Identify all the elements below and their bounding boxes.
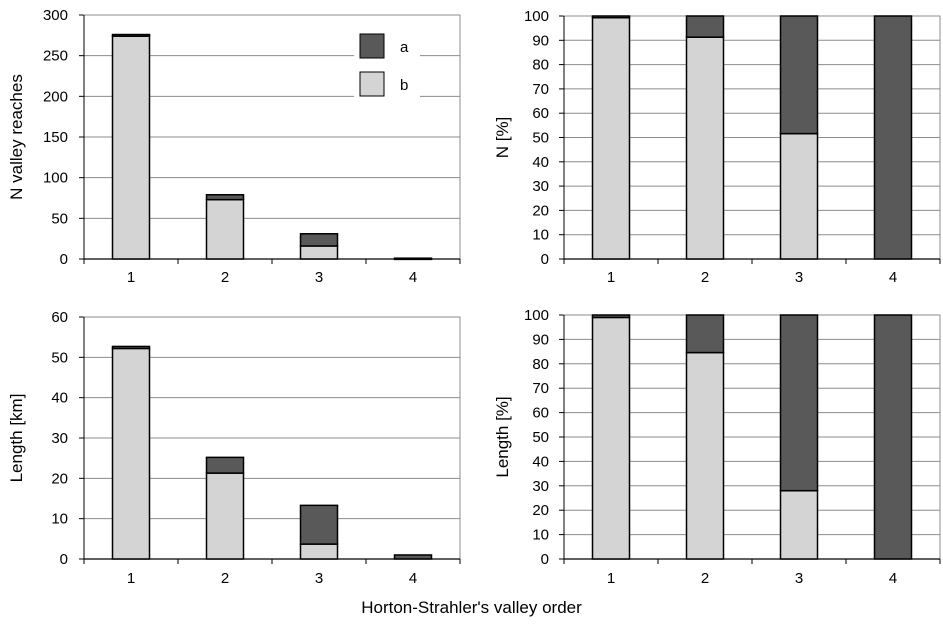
length-km-bar-a-cat1 (111, 345, 151, 350)
n-percent-ytick-label: 30 (532, 178, 549, 195)
n-percent-bar-a-cat1 (591, 15, 631, 19)
n-count-xtick-label: 3 (315, 269, 323, 286)
n-percent-bar-b-cat3 (779, 132, 819, 260)
n-count-ytick-label: 50 (51, 210, 68, 227)
length-km-ytick-label: 60 (51, 309, 68, 326)
length-percent-xtick-label: 2 (701, 570, 709, 587)
n-count-bar-a-cat2 (205, 193, 245, 201)
length-percent-ytick-label: 80 (532, 356, 549, 373)
n-percent-ytick-label: 0 (541, 251, 549, 268)
n-percent-xtick-label: 3 (795, 269, 803, 286)
n-count-ytick-label: 250 (43, 48, 68, 65)
length-percent-ytick-label: 100 (524, 307, 549, 324)
n-count-xtick-label: 2 (221, 269, 229, 286)
length-km-bar-b-cat3 (299, 543, 339, 560)
shared-x-axis-title: Horton-Strahler's valley order (361, 598, 582, 617)
n-percent-bar-a-cat2 (685, 15, 725, 38)
length-percent-bar-a-cat2 (685, 314, 725, 354)
length-percent-bar-b-cat1 (591, 316, 631, 560)
length-percent-ytick-label: 0 (541, 551, 549, 568)
n-percent-ytick-label: 10 (532, 227, 549, 244)
length-km-ytick-label: 40 (51, 390, 68, 407)
length-km-xtick-label: 2 (221, 570, 229, 587)
n-count-ytick-label: 0 (60, 251, 68, 268)
n-count-bar-b-cat1 (111, 35, 151, 260)
length-km-bar-a-cat4 (393, 554, 433, 560)
length-percent-bar-b-cat2 (685, 351, 725, 560)
n-count-bar-b-cat2 (205, 198, 245, 260)
n-percent-y-axis-title: N [%] (493, 117, 512, 159)
length-km-xtick-label: 3 (315, 570, 323, 587)
n-percent-ytick-label: 20 (532, 202, 549, 219)
length-percent-ytick-label: 30 (532, 478, 549, 495)
length-km-ytick-label: 20 (51, 470, 68, 487)
legend-label-b: b (400, 77, 408, 94)
length-percent-bar-a-cat1 (591, 314, 631, 319)
n-percent-ytick-label: 100 (524, 8, 549, 25)
n-percent-bar-b-cat2 (685, 36, 725, 260)
legend-label-a: a (400, 39, 409, 56)
length-percent-ytick-label: 40 (532, 453, 549, 470)
n-percent-xtick-label: 4 (889, 269, 897, 286)
n-count-bar-a-cat1 (111, 33, 151, 37)
length-percent-y-axis-title: Length [%] (493, 396, 512, 477)
n-count-xtick-label: 1 (127, 269, 135, 286)
length-km-ytick-label: 10 (51, 511, 68, 528)
length-km-ytick-label: 30 (51, 430, 68, 447)
length-percent-xtick-label: 1 (607, 570, 615, 587)
legend-swatch-b (359, 71, 385, 97)
legend-swatch-a (359, 33, 385, 59)
n-count-y-axis-title: N valley reaches (7, 74, 26, 200)
n-percent-bar-a-cat4 (873, 15, 913, 260)
length-km-bar-a-cat2 (205, 456, 245, 474)
length-km-xtick-label: 1 (127, 570, 135, 587)
length-percent-bar-b-cat3 (779, 489, 819, 560)
length-km-ytick-label: 50 (51, 349, 68, 366)
n-percent-ytick-label: 80 (532, 57, 549, 74)
length-percent-ytick-label: 20 (532, 502, 549, 519)
n-count-bar-a-cat3 (299, 233, 339, 247)
n-percent-ytick-label: 60 (532, 105, 549, 122)
length-percent-ytick-label: 10 (532, 527, 549, 544)
n-count-bar-b-cat3 (299, 245, 339, 260)
length-percent-ytick-label: 90 (532, 331, 549, 348)
n-count-ytick-label: 100 (43, 170, 68, 187)
n-count-bar-a-cat4 (393, 257, 433, 261)
length-percent-ytick-label: 60 (532, 405, 549, 422)
length-km-bar-a-cat3 (299, 504, 339, 545)
n-percent-ytick-label: 50 (532, 130, 549, 147)
length-percent-ytick-label: 70 (532, 380, 549, 397)
n-count-ytick-label: 200 (43, 88, 68, 105)
length-percent-xtick-label: 4 (889, 570, 897, 587)
length-percent-xtick-label: 3 (795, 570, 803, 587)
n-percent-xtick-label: 1 (607, 269, 615, 286)
length-percent-bar-a-cat3 (779, 314, 819, 492)
n-percent-ytick-label: 40 (532, 154, 549, 171)
n-percent-bar-b-cat1 (591, 16, 631, 260)
n-count-xtick-label: 4 (409, 269, 417, 286)
length-km-bar-b-cat2 (205, 472, 245, 560)
n-percent-xtick-label: 2 (701, 269, 709, 286)
length-km-y-axis-title: Length [km] (7, 394, 26, 483)
n-percent-bar-a-cat3 (779, 15, 819, 135)
length-percent-bar-a-cat4 (873, 314, 913, 560)
n-count-ytick-label: 150 (43, 129, 68, 146)
n-count-ytick-label: 300 (43, 7, 68, 24)
n-percent-ytick-label: 70 (532, 81, 549, 98)
length-km-bar-b-cat1 (111, 347, 151, 560)
length-percent-ytick-label: 50 (532, 429, 549, 446)
length-km-ytick-label: 0 (60, 551, 68, 568)
n-percent-ytick-label: 90 (532, 32, 549, 49)
length-km-xtick-label: 4 (409, 570, 417, 587)
